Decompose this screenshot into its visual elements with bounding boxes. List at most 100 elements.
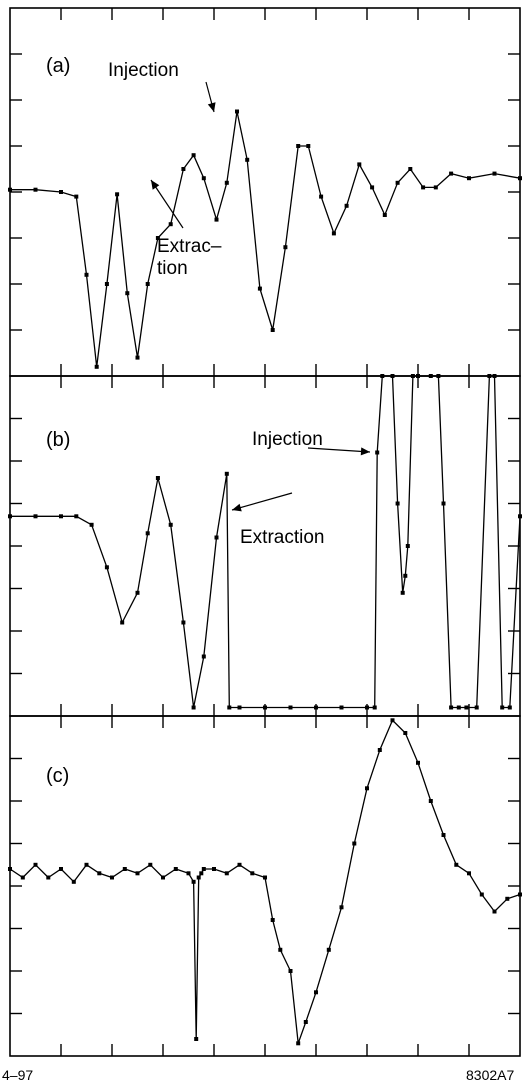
panel-c-data-point [403, 731, 408, 735]
figure-date: 4–97 [2, 1067, 34, 1083]
panel-a-data-point [395, 180, 400, 185]
panel-c-data-point [454, 862, 459, 867]
panel-b-data-point [201, 654, 206, 659]
panel-a-data-point [94, 364, 99, 369]
panel-a-data-point [408, 167, 413, 171]
panel-a-data-point [224, 180, 229, 185]
panel-a-arrowhead [207, 102, 216, 112]
panel-b-data-point [33, 514, 38, 519]
panel-b-data-point [436, 374, 441, 378]
panel-a-data-point [235, 109, 239, 114]
panel-b-data-point [487, 374, 492, 378]
panel-a-data-point [155, 236, 160, 240]
panel-a-data-point [331, 231, 336, 236]
panel-c-data-point [428, 799, 433, 803]
panel-b-data-point [507, 705, 512, 710]
panel-b-data-point [89, 522, 94, 527]
panel-a-data-point [245, 157, 250, 162]
panel-b-data-point [395, 501, 400, 506]
panel-c-data-point [84, 862, 89, 867]
panel-c-data-point [186, 871, 191, 876]
panel-c-data-point [148, 862, 153, 867]
panel-b-data-point [400, 590, 405, 595]
panel-a-data-point [449, 171, 454, 176]
panel-b-data-point [8, 514, 12, 519]
panel-a-data-point [518, 176, 522, 181]
panel-c-data-point [250, 871, 255, 876]
panel-a-data-point [214, 217, 219, 222]
panel-c-data-point [303, 1020, 308, 1024]
panel-c-data-point [339, 905, 344, 910]
panel-a-label: (a) [46, 55, 70, 77]
panel-c-data-point [288, 969, 293, 973]
panel-a-data-point [492, 171, 497, 176]
panel-b-data-point [104, 565, 109, 570]
panel-a-frame [9, 7, 521, 377]
panel-c-data-point [122, 867, 127, 871]
panel-c-data-point [270, 918, 275, 922]
panel-a-data-point [344, 203, 349, 208]
panel-c-frame [9, 715, 521, 1057]
panel-b-data-point [464, 705, 469, 710]
panel-b-data-point [227, 705, 232, 710]
panel-a-data-point [306, 144, 311, 148]
panel-b-data-point [449, 705, 454, 710]
panel-b-data-point [500, 705, 505, 710]
panel-c-data-point [194, 1037, 199, 1041]
panel-c-data-point [518, 892, 522, 897]
panel-b-data-point [390, 374, 395, 378]
panel-a-data-point [74, 194, 79, 199]
panel-a-data-point [421, 185, 426, 190]
panel-b-annotation-text: Extraction [240, 527, 324, 548]
panel-c-data-point [135, 871, 140, 876]
panel-b-arrowhead [232, 503, 242, 512]
panel-c-data-point [416, 760, 420, 765]
panel-b-data-point [428, 374, 433, 378]
panel-b-data-point [181, 620, 186, 625]
panel-b-data-point [168, 522, 173, 527]
panel-b-data-point [224, 471, 229, 476]
panel-a-data-point [181, 167, 186, 171]
panel-a-data-point [33, 187, 38, 192]
panel-a-data-point [357, 162, 362, 167]
panel-b-data-point [372, 705, 377, 710]
panel-a-data-point [168, 222, 173, 227]
panel-b-data-point [456, 705, 461, 710]
panel-c-label: (c) [46, 765, 69, 787]
panel-c-data-point [505, 896, 510, 901]
panel-b-data-point [314, 705, 318, 710]
panel-c-data-point [326, 947, 331, 952]
panel-b-annotation-text: Injection [252, 429, 323, 450]
panel-b-data-point [518, 514, 522, 519]
panel-c-data-point [161, 875, 165, 880]
panel-b-data-point [191, 705, 196, 710]
panel-c-data-point [224, 871, 229, 876]
panel-c-data-point [365, 786, 369, 791]
panel-c-data-point [479, 892, 484, 897]
panel-a-data-point [270, 328, 275, 332]
panel-b-data-point [375, 450, 380, 455]
panel-c-data-point [390, 718, 395, 723]
panel-c-data-point [237, 862, 242, 867]
panel-c-data-point [278, 947, 283, 952]
panel-b-annotation-arrow [307, 447, 371, 453]
panel-a-data-point [283, 245, 288, 250]
panel-a-data-point [382, 213, 387, 217]
panel-b-data-point [237, 705, 242, 710]
panel-c-series-line [9, 719, 521, 1044]
panel-c-data-point [196, 875, 201, 880]
panel-a-annotation-text: Injection [108, 60, 179, 81]
panel-c-data-point [8, 867, 12, 871]
panel-c-data-point [441, 833, 446, 837]
panel-c-data-point [46, 875, 51, 880]
panel-c-data-point [314, 990, 318, 995]
panel-b-data-point [135, 590, 140, 595]
panel-c-data-point [212, 867, 216, 871]
figure-code: 8302A7 [466, 1067, 515, 1083]
panel-a-data-point [115, 192, 120, 197]
panel-a-data-point [104, 282, 109, 286]
panel-b-data-point [59, 514, 63, 519]
panel-a-data-point [145, 282, 150, 286]
panel-a-series-line [10, 111, 521, 367]
